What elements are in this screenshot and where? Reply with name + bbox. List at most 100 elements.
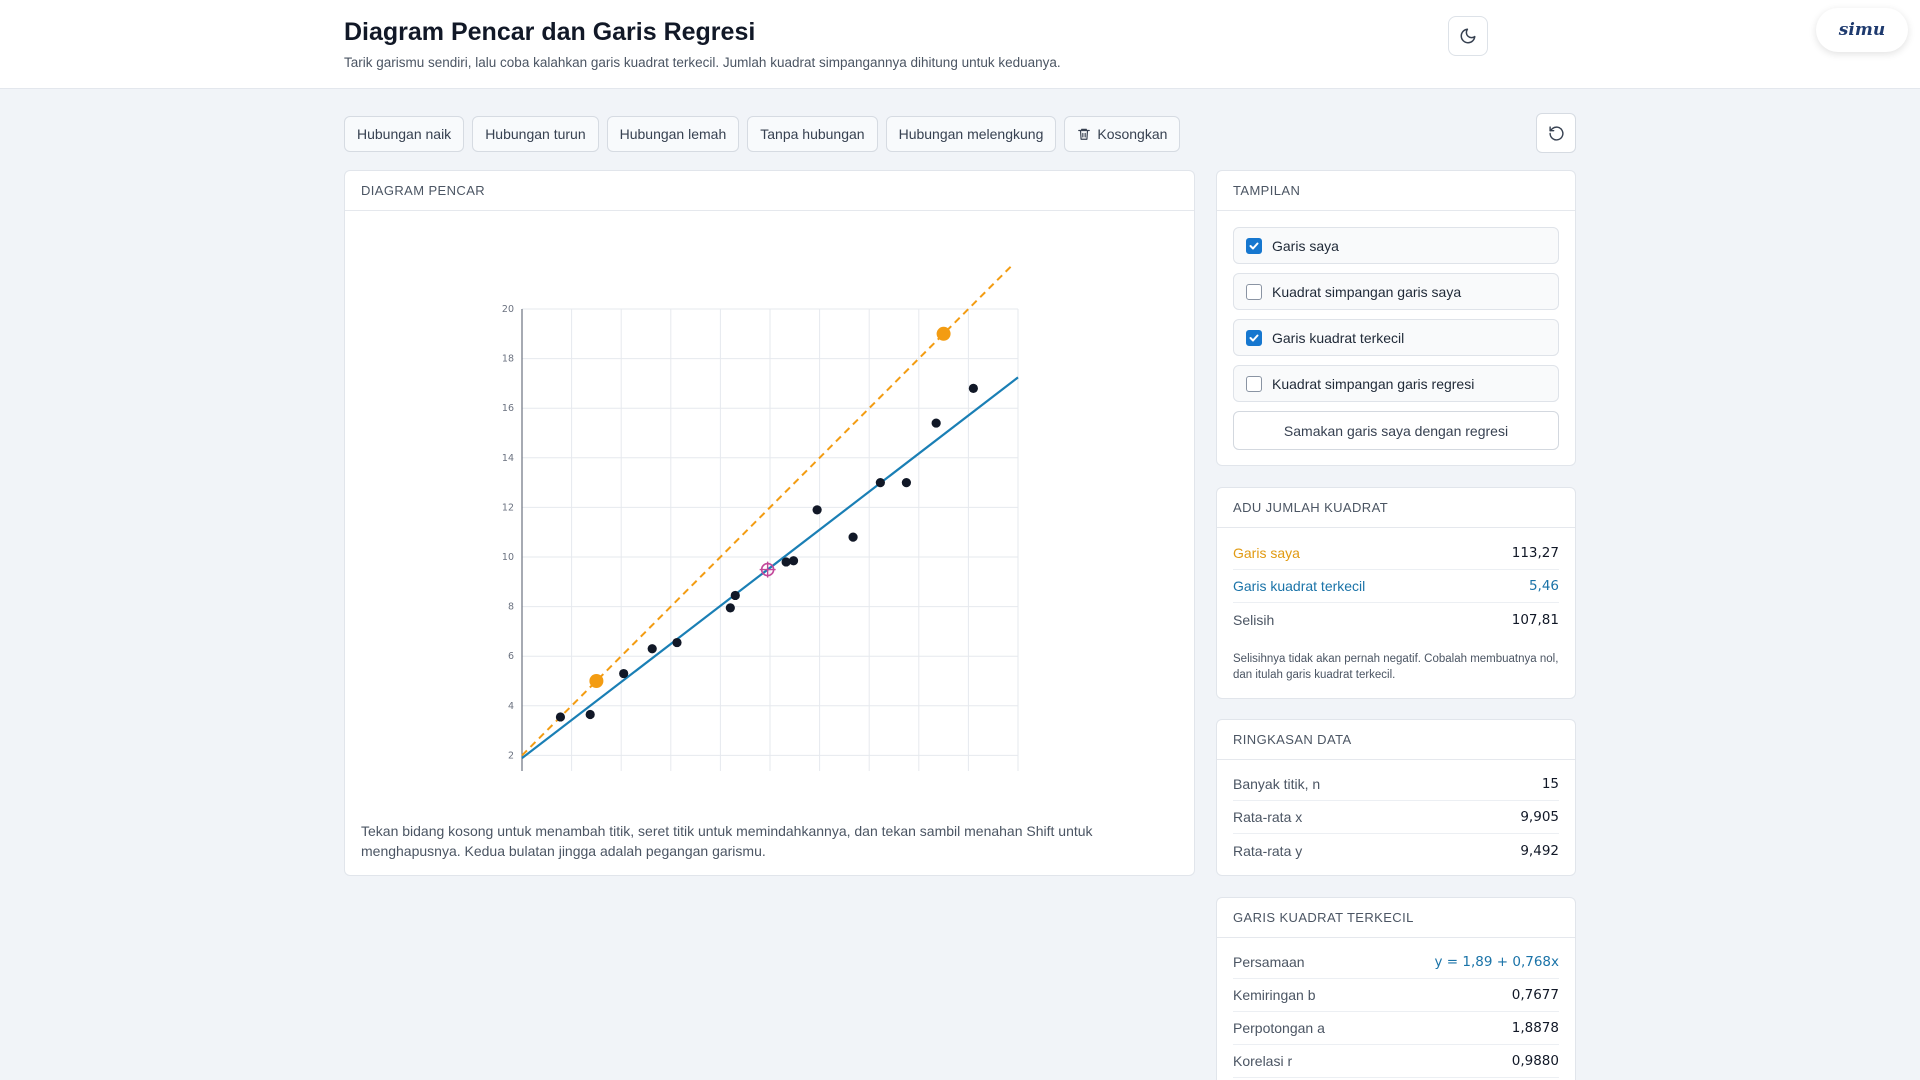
ss-mine-label: Garis saya xyxy=(1233,545,1300,561)
data-point[interactable] xyxy=(788,556,799,566)
trash-icon xyxy=(1078,128,1091,140)
sum-of-squares-heading: ADU JUMLAH KUADRAT xyxy=(1217,488,1575,528)
data-summary-heading: RINGKASAN DATA xyxy=(1217,720,1575,760)
ss-diff-value: 107,81 xyxy=(1511,611,1559,628)
summary-mean-x-row: Rata-rata x 9,905 xyxy=(1233,801,1559,834)
data-point[interactable] xyxy=(619,668,629,679)
data-point[interactable] xyxy=(875,478,885,488)
ols-equation-label: Persamaan xyxy=(1233,954,1305,970)
clear-button-label: Kosongkan xyxy=(1097,126,1168,142)
data-point[interactable] xyxy=(555,712,566,722)
checkbox-unchecked-icon[interactable] xyxy=(1246,283,1262,300)
y-tick-label: 18 xyxy=(502,354,514,365)
checkbox-checked-icon[interactable] xyxy=(1246,237,1262,254)
clear-button[interactable]: Kosongkan xyxy=(1064,116,1181,152)
y-tick-label: 12 xyxy=(502,502,514,513)
data-point[interactable] xyxy=(812,505,822,515)
regression-line xyxy=(521,376,1019,760)
ols-equation-row: Persamaan y = 1,89 + 0,768x xyxy=(1233,946,1559,979)
data-summary-card: RINGKASAN DATA Banyak titik, n 15 Rata-r… xyxy=(1216,719,1576,876)
reset-icon xyxy=(1548,125,1564,141)
toggle-my-squares[interactable]: Kuadrat simpangan garis saya xyxy=(1233,273,1559,310)
toggle-ols-squares[interactable]: Kuadrat simpangan garis regresi xyxy=(1233,365,1559,402)
y-tick-label: 6 xyxy=(508,651,514,662)
scatter-plot-heading: DIAGRAM PENCAR xyxy=(345,171,1194,211)
reset-button[interactable] xyxy=(1536,113,1576,153)
y-tick-label: 8 xyxy=(508,602,514,613)
data-point[interactable] xyxy=(725,603,735,613)
data-point[interactable] xyxy=(585,709,595,720)
preset-weak-button[interactable]: Hubungan lemah xyxy=(606,116,740,152)
ss-ols-value: 5,46 xyxy=(1528,578,1559,594)
y-tick-label: 4 xyxy=(508,701,514,712)
summary-mean-y-value: 9,492 xyxy=(1520,842,1559,859)
checkbox-unchecked-icon[interactable] xyxy=(1246,375,1262,392)
sum-of-squares-card: ADU JUMLAH KUADRAT Garis saya 113,27 Gar… xyxy=(1216,487,1576,699)
ss-ols-label: Garis kuadrat terkecil xyxy=(1233,578,1366,594)
summary-n-label: Banyak titik, n xyxy=(1233,776,1321,792)
ols-slope-row: Kemiringan b 0,7677 xyxy=(1233,979,1559,1012)
preset-none-button[interactable]: Tanpa hubungan xyxy=(747,116,878,152)
ols-correlation-row: Korelasi r 0,9880 xyxy=(1233,1045,1559,1078)
y-tick-label: 14 xyxy=(502,453,514,464)
data-point[interactable] xyxy=(901,478,912,488)
y-tick-label: 16 xyxy=(502,403,514,414)
data-point[interactable] xyxy=(968,383,978,393)
ols-intercept-row: Perpotongan a 1,8878 xyxy=(1233,1012,1559,1045)
summary-n-row: Banyak titik, n 15 xyxy=(1233,768,1559,801)
data-point[interactable] xyxy=(848,532,858,542)
user-line-handle-2[interactable] xyxy=(936,326,951,341)
ols-correlation-label: Korelasi r xyxy=(1233,1053,1293,1069)
data-point[interactable] xyxy=(647,644,657,654)
preset-curved-button[interactable]: Hubungan melengkung xyxy=(885,116,1057,152)
match-regression-button[interactable]: Samakan garis saya dengan regresi xyxy=(1233,411,1559,450)
ss-mine-value: 113,27 xyxy=(1511,545,1559,561)
page-title: Diagram Pencar dan Garis Regresi xyxy=(344,18,756,46)
y-tick-label: 2 xyxy=(508,750,514,761)
summary-mean-y-label: Rata-rata y xyxy=(1233,842,1303,859)
summary-mean-y-row: Rata-rata y 9,492 xyxy=(1233,834,1559,867)
user-line xyxy=(521,263,1014,757)
toggle-ols-line[interactable]: Garis kuadrat terkecil xyxy=(1233,319,1559,356)
summary-n-value: 15 xyxy=(1541,776,1559,792)
ols-slope-label: Kemiringan b xyxy=(1233,987,1316,1003)
view-options-card: TAMPILAN Garis saya Kuadrat simpangan ga… xyxy=(1216,170,1576,466)
data-point[interactable] xyxy=(730,590,740,601)
preset-toolbar: Hubungan naik Hubungan turun Hubungan le… xyxy=(344,116,1181,152)
data-point[interactable] xyxy=(931,418,941,428)
data-point[interactable] xyxy=(781,557,791,567)
summary-mean-x-value: 9,905 xyxy=(1520,809,1559,825)
ss-ols-row: Garis kuadrat terkecil 5,46 xyxy=(1233,570,1559,603)
page-subtitle: Tarik garismu sendiri, lalu coba kalahka… xyxy=(344,55,1061,70)
scatter-plot-card: DIAGRAM PENCAR 0246810121416182002468101… xyxy=(344,170,1195,876)
ss-mine-row: Garis saya 113,27 xyxy=(1233,537,1559,570)
ols-intercept-label: Perpotongan a xyxy=(1233,1020,1325,1036)
checkbox-checked-icon[interactable] xyxy=(1246,329,1262,346)
toggle-my-line-label: Garis saya xyxy=(1272,237,1339,254)
preset-negative-button[interactable]: Hubungan turun xyxy=(472,116,599,152)
toggle-my-line[interactable]: Garis saya xyxy=(1233,227,1559,264)
preset-positive-button[interactable]: Hubungan naik xyxy=(344,116,465,152)
ols-equation-value: y = 1,89 + 0,768x xyxy=(1434,954,1559,970)
app-header: Diagram Pencar dan Garis Regresi Tarik g… xyxy=(0,0,1920,89)
y-tick-label: 10 xyxy=(502,552,514,563)
toggle-ols-line-label: Garis kuadrat terkecil xyxy=(1272,329,1405,346)
brand-name: simu xyxy=(1838,20,1886,40)
ss-note: Selisihnya tidak akan pernah negatif. Co… xyxy=(1233,653,1559,681)
moon-icon xyxy=(1460,28,1476,44)
ols-correlation-value: 0,9880 xyxy=(1511,1053,1559,1069)
ols-line-heading: GARIS KUADRAT TERKECIL xyxy=(1217,898,1575,938)
user-line-handle-1[interactable] xyxy=(589,674,604,688)
scatter-plot[interactable]: 0246810121416182002468101214161820 xyxy=(345,211,1194,771)
mean-point-marker xyxy=(759,561,776,578)
theme-toggle-button[interactable] xyxy=(1448,16,1488,56)
ss-diff-label: Selisih xyxy=(1233,611,1275,628)
y-tick-label: 20 xyxy=(502,304,514,315)
brand-logo[interactable]: simu xyxy=(1816,8,1908,52)
view-options-heading: TAMPILAN xyxy=(1217,171,1575,211)
summary-mean-x-label: Rata-rata x xyxy=(1233,809,1303,825)
ols-slope-value: 0,7677 xyxy=(1511,987,1559,1003)
ols-line-card: GARIS KUADRAT TERKECIL Persamaan y = 1,8… xyxy=(1216,897,1576,1080)
ss-diff-row: Selisih 107,81 xyxy=(1233,603,1559,636)
data-point[interactable] xyxy=(672,637,682,648)
